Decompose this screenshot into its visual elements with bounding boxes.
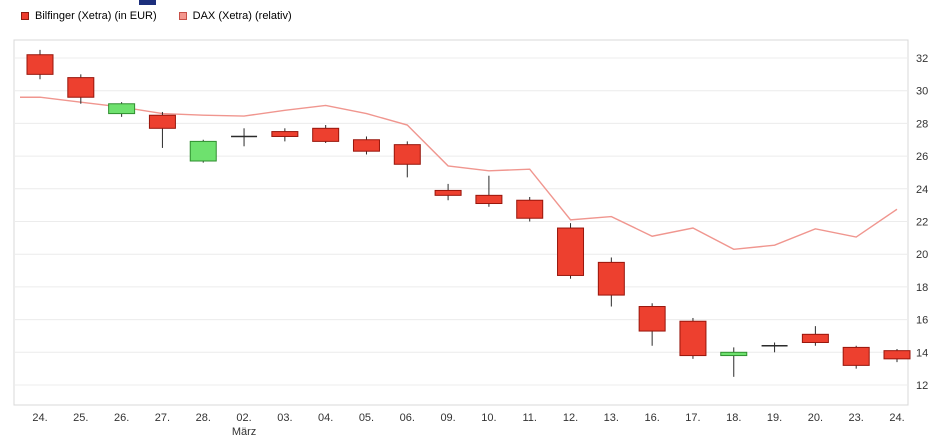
candle-23: [842, 345, 870, 369]
x-tick-label: 10.: [481, 412, 496, 424]
chart-legend: Bilfinger (Xetra) (in EUR) DAX (Xetra) (…: [21, 10, 292, 22]
month-label: März: [232, 426, 256, 438]
candle-19: [761, 342, 788, 353]
x-tick-label: 04.: [318, 412, 333, 424]
y-tick-label: 12: [916, 380, 928, 392]
candle-11: [516, 196, 544, 222]
x-tick-label: 12.: [563, 412, 578, 424]
y-tick-label: 14: [916, 347, 928, 359]
candle-12: [557, 223, 585, 279]
candle-02: [231, 128, 258, 147]
x-tick-label: 18.: [726, 412, 741, 424]
candle-18: [720, 347, 748, 377]
y-tick-label: 22: [916, 217, 928, 229]
candle-26: [108, 102, 136, 117]
x-tick-label: 05.: [359, 412, 374, 424]
legend-label-bilfinger: Bilfinger (Xetra) (in EUR): [35, 10, 157, 22]
y-tick-label: 30: [916, 86, 928, 98]
candle-03: [271, 128, 299, 142]
candle-13: [597, 257, 625, 307]
bilfinger-series-swatch-icon: [21, 12, 29, 20]
x-tick-label: 13.: [604, 412, 619, 424]
x-tick-label: 23.: [849, 412, 864, 424]
y-tick-label: 32: [916, 53, 928, 65]
candle-27: [148, 111, 176, 148]
dax-relative-line: [20, 96, 898, 251]
x-tick-label: 27.: [155, 412, 170, 424]
x-tick-label: 16.: [644, 412, 659, 424]
x-tick-label: 24.: [889, 412, 904, 424]
x-tick-label: 20.: [808, 412, 823, 424]
x-tick-label: 06.: [400, 412, 415, 424]
x-tick-label: 17.: [685, 412, 700, 424]
y-tick-label: 18: [916, 282, 928, 294]
candle-16: [638, 303, 666, 346]
candle-28: [189, 139, 217, 163]
candle-17: [679, 317, 707, 359]
candle-09: [434, 183, 462, 201]
x-tick-label: 19.: [767, 412, 782, 424]
y-tick-label: 26: [916, 151, 928, 163]
x-tick-label: 25.: [73, 412, 88, 424]
legend-item-bilfinger: Bilfinger (Xetra) (in EUR): [21, 10, 157, 22]
x-tick-label: 11.: [522, 412, 536, 424]
legend-item-dax: DAX (Xetra) (relativ): [178, 10, 292, 22]
x-tick-label: 24.: [32, 412, 47, 424]
y-tick-label: 28: [916, 118, 928, 130]
y-tick-label: 20: [916, 249, 928, 261]
plot-frame: [13, 39, 909, 406]
dax-series-swatch-icon: [178, 12, 187, 20]
legend-label-dax: DAX (Xetra) (relativ): [192, 10, 292, 22]
y-tick-label: 24: [916, 184, 928, 196]
x-tick-label: 09.: [440, 412, 455, 424]
candle-20: [801, 326, 829, 346]
candle-04: [312, 125, 340, 144]
candle-05: [352, 136, 380, 155]
x-tick-label: 02.: [236, 412, 251, 424]
candle-24: [883, 349, 911, 363]
top-edge-artifact: [139, 0, 156, 5]
candle-24: [26, 49, 54, 80]
candle-10: [475, 175, 503, 207]
y-tick-label: 16: [916, 315, 928, 327]
candle-25: [67, 74, 95, 104]
x-tick-label: 26.: [114, 412, 129, 424]
x-tick-label: 28.: [196, 412, 211, 424]
x-tick-label: 03.: [277, 412, 292, 424]
candle-06: [393, 141, 421, 178]
